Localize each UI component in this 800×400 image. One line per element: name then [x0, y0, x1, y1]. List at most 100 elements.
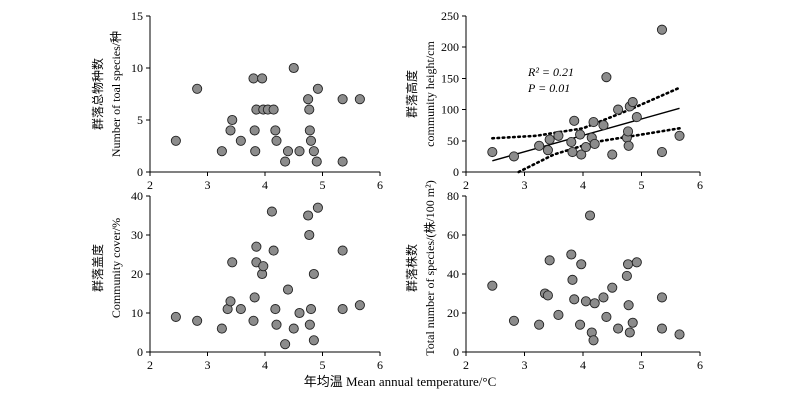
data-point: [311, 156, 322, 167]
y-tick-label: 60: [447, 228, 459, 242]
data-point: [170, 311, 181, 322]
data-point: [249, 292, 260, 303]
data-point: [580, 141, 591, 153]
data-point: [569, 294, 580, 305]
data-point: [487, 146, 498, 158]
data-point: [337, 156, 348, 167]
ylabel-cn: 群落盖度: [90, 244, 105, 292]
data-point: [308, 335, 319, 346]
data-point: [674, 130, 685, 141]
data-point: [282, 284, 294, 295]
x-tick-label: 4: [580, 358, 586, 372]
x-tick-label: 3: [522, 358, 528, 372]
data-point: [312, 83, 323, 94]
data-point: [268, 104, 279, 115]
data-point: [192, 315, 203, 326]
data-point: [266, 206, 277, 217]
x-tick-label: 6: [697, 178, 703, 192]
data-point: [544, 134, 555, 145]
ylabel-cn: 群落株数: [404, 244, 419, 292]
data-point: [308, 146, 319, 157]
data-point: [270, 304, 281, 315]
data-point: [280, 156, 291, 167]
data-point: [542, 290, 553, 301]
data-point: [170, 135, 181, 146]
data-point: [569, 115, 580, 126]
data-point: [567, 146, 578, 158]
y-tick-label: 5: [137, 113, 143, 127]
y-tick-label: 40: [447, 267, 459, 281]
data-point: [271, 135, 282, 146]
ylabel-en: Total number of species/(株/100 m²): [422, 180, 437, 355]
ci-lower-band: [517, 127, 681, 174]
data-point: [623, 140, 634, 151]
y-tick-label: 100: [441, 103, 459, 117]
data-point: [268, 245, 279, 256]
data-point: [303, 210, 314, 221]
x-tick-label: 6: [377, 358, 383, 372]
data-point: [304, 319, 315, 330]
x-tick-label: 2: [463, 358, 469, 372]
y-tick-label: 20: [131, 267, 143, 281]
data-point: [656, 24, 668, 35]
data-point: [303, 94, 314, 105]
data-point: [270, 125, 281, 136]
y-tick-label: 15: [131, 9, 143, 23]
data-point: [623, 300, 634, 311]
data-point: [337, 94, 348, 105]
data-point: [337, 245, 348, 256]
x-tick-label: 6: [697, 358, 703, 372]
r2-annotation: R² = 0.21: [527, 65, 574, 79]
y-tick-label: 10: [131, 306, 143, 320]
x-tick-label: 4: [262, 178, 268, 192]
data-point: [308, 268, 319, 280]
data-point: [294, 307, 305, 319]
ylabel-en: Number of toal species/种: [109, 31, 123, 157]
regression-line: [492, 107, 680, 162]
data-point: [508, 151, 520, 162]
y-tick-label: 20: [447, 306, 459, 320]
data-point: [235, 135, 246, 146]
data-point: [601, 311, 612, 322]
x-tick-label: 2: [463, 178, 469, 192]
data-point: [607, 282, 618, 293]
data-point: [235, 304, 246, 315]
data-point: [542, 145, 553, 156]
y-tick-label: 150: [441, 71, 459, 85]
data-point: [304, 125, 315, 136]
panel-community-cover: 群落盖度 Community cover/% 2 3 4 5 6 0 10 20 30 40: [90, 189, 383, 372]
data-point: [553, 309, 564, 321]
data-point: [534, 140, 545, 151]
y-tick-label: 0: [453, 165, 459, 179]
data-point: [656, 292, 668, 303]
data-point: [192, 83, 203, 94]
data-point: [588, 335, 599, 346]
x-tick-label: 6: [377, 178, 383, 192]
data-point: [534, 319, 545, 330]
data-point: [227, 257, 238, 268]
data-point: [251, 241, 262, 252]
data-point: [304, 104, 315, 115]
data-point: [280, 339, 291, 350]
data-point: [337, 304, 348, 315]
shared-x-axis-label: 年均温 Mean annual temperature/°C: [304, 374, 497, 389]
data-point: [566, 249, 577, 260]
data-point: [584, 210, 596, 221]
data-point: [216, 323, 227, 334]
data-point: [575, 319, 586, 330]
data-point: [674, 329, 685, 340]
data-point: [304, 229, 315, 241]
panel-plant-count: 群落株数 Total number of species/(株/100 m²) …: [404, 180, 703, 372]
data-point: [271, 319, 282, 330]
data-point: [487, 280, 498, 291]
data-point: [588, 117, 599, 128]
data-point: [598, 120, 609, 131]
data-point: [312, 202, 323, 213]
y-tick-label: 30: [131, 228, 143, 242]
y-tick-label: 50: [447, 134, 459, 148]
x-tick-label: 2: [147, 178, 153, 192]
data-point: [294, 146, 305, 157]
data-point: [613, 323, 624, 334]
y-tick-label: 0: [453, 345, 459, 359]
